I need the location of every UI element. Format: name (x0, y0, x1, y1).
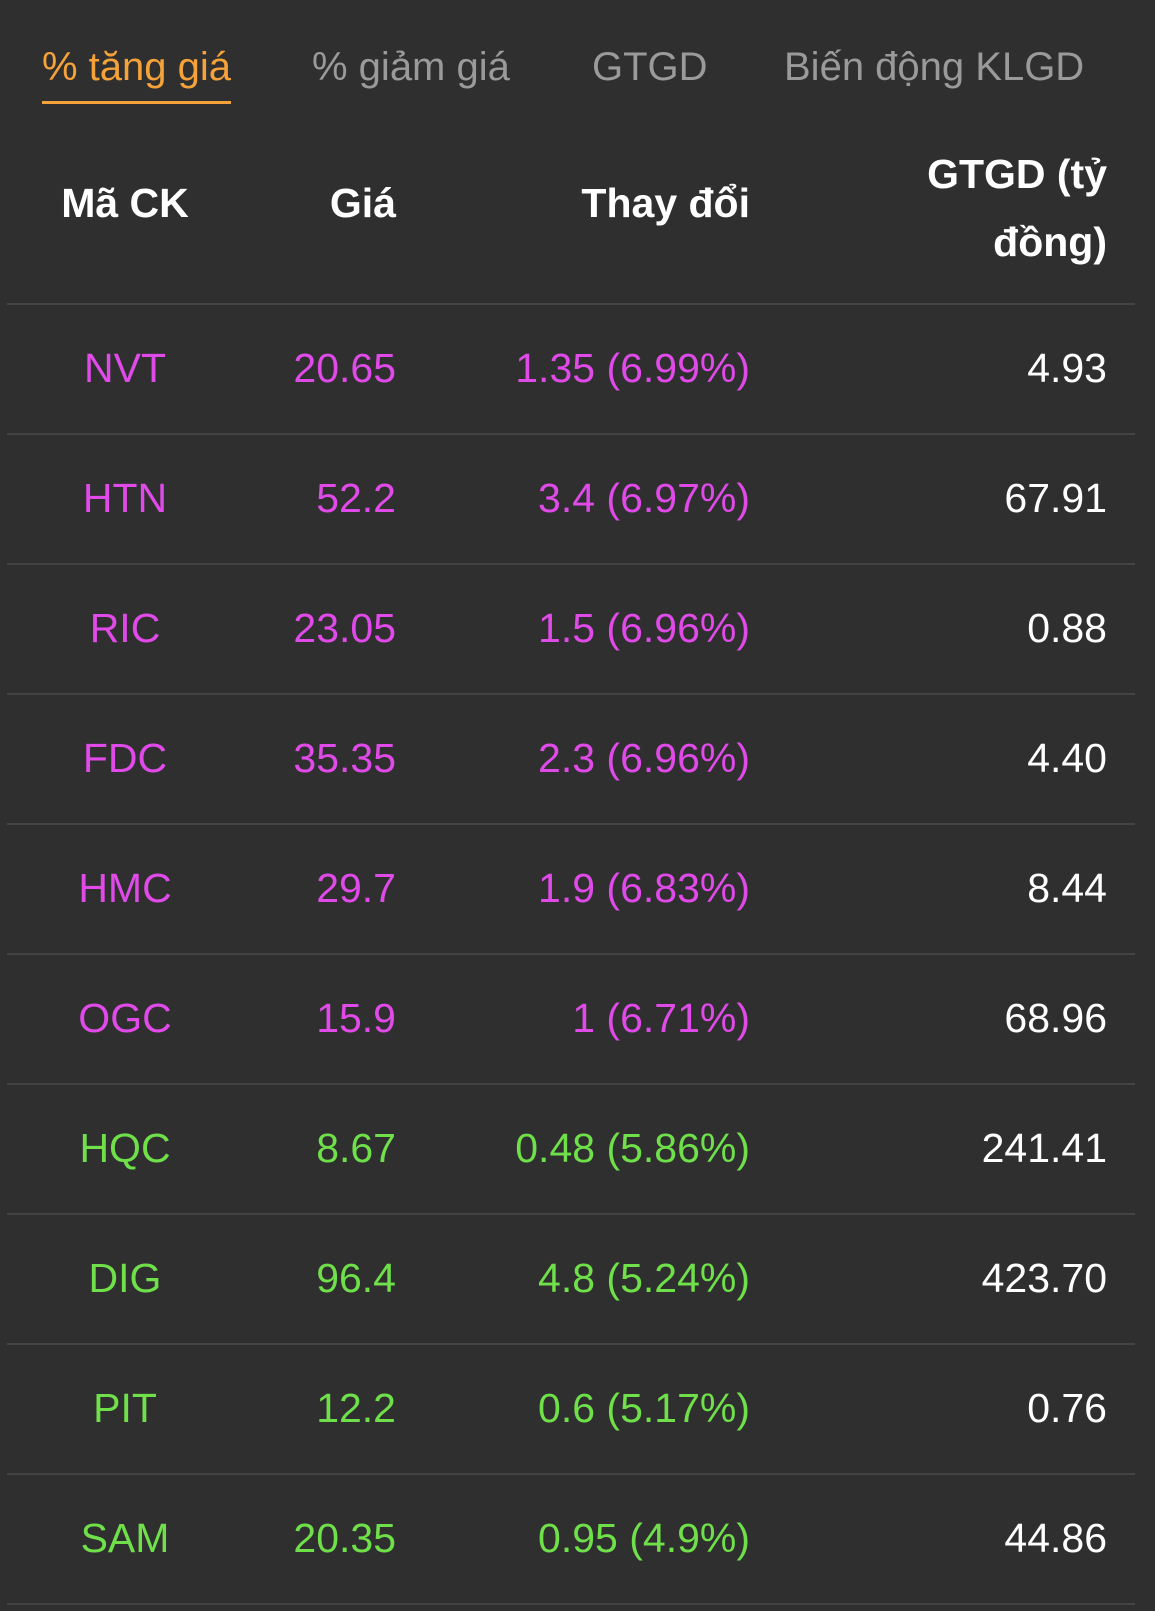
tab[interactable]: % tăng giá (42, 45, 232, 89)
cell: 44.86 (1004, 1515, 1107, 1561)
cell: HTN (82, 475, 168, 521)
row-divider (7, 823, 1135, 825)
cell: 68.96 (1004, 995, 1107, 1041)
cell: HQC (79, 1125, 171, 1171)
cell: 20.65 (293, 345, 396, 391)
cell: HMC (78, 865, 172, 911)
cell: 4.8 (5.24%) (538, 1255, 750, 1301)
cell: 423.70 (981, 1255, 1107, 1301)
column-header: Thay đổi (581, 180, 750, 226)
row-divider (7, 563, 1135, 565)
row-divider (7, 433, 1135, 435)
cell: 67.91 (1004, 475, 1107, 521)
row-divider (7, 1473, 1135, 1475)
cell: NVT (84, 345, 166, 391)
cell: 23.05 (293, 605, 396, 651)
cell: 4.93 (1027, 345, 1107, 391)
cell: SAM (80, 1515, 170, 1561)
cell: PIT (93, 1385, 157, 1431)
cell: RIC (89, 605, 161, 651)
cell: 0.76 (1027, 1385, 1107, 1431)
cell: 0.95 (4.9%) (538, 1515, 750, 1561)
cell: 0.48 (5.86%) (515, 1125, 750, 1171)
tab[interactable]: % giảm giá (312, 45, 510, 89)
cell: 96.4 (316, 1255, 396, 1301)
cell: 1.5 (6.96%) (538, 605, 750, 651)
row-divider (7, 1083, 1135, 1085)
cell: 1.35 (6.99%) (515, 345, 750, 391)
cell: 12.2 (316, 1385, 396, 1431)
cell: 0.6 (5.17%) (538, 1385, 750, 1431)
cell: 20.35 (293, 1515, 396, 1561)
row-divider (7, 1343, 1135, 1345)
cell: 29.7 (316, 865, 396, 911)
tab[interactable]: Biến động KLGD (784, 45, 1085, 89)
cell: 2.3 (6.96%) (538, 735, 750, 781)
row-divider (7, 303, 1135, 305)
cell: 0.88 (1027, 605, 1107, 651)
cell: 52.2 (316, 475, 396, 521)
cell: 8.67 (316, 1125, 396, 1171)
row-divider (7, 1603, 1135, 1605)
cell: FDC (82, 735, 168, 781)
row-divider (7, 693, 1135, 695)
column-header: Mã CK (61, 180, 189, 226)
cell: 4.40 (1027, 735, 1107, 781)
row-divider (7, 1213, 1135, 1215)
cell: 3.4 (6.97%) (538, 475, 750, 521)
cell: 15.9 (316, 995, 396, 1041)
cell: OGC (78, 995, 172, 1041)
column-header: Giá (329, 180, 396, 226)
cell: 35.35 (293, 735, 396, 781)
cell: 1 (6.71%) (572, 995, 750, 1041)
cell: DIG (88, 1255, 162, 1301)
cell: 241.41 (981, 1125, 1107, 1171)
tab[interactable]: GTGD (592, 45, 708, 89)
cell: 1.9 (6.83%) (538, 865, 750, 911)
row-divider (7, 953, 1135, 955)
column-header: GTGD (tỷ đồng) (927, 151, 1107, 265)
tab-underline (42, 101, 231, 104)
cell: 8.44 (1027, 865, 1107, 911)
